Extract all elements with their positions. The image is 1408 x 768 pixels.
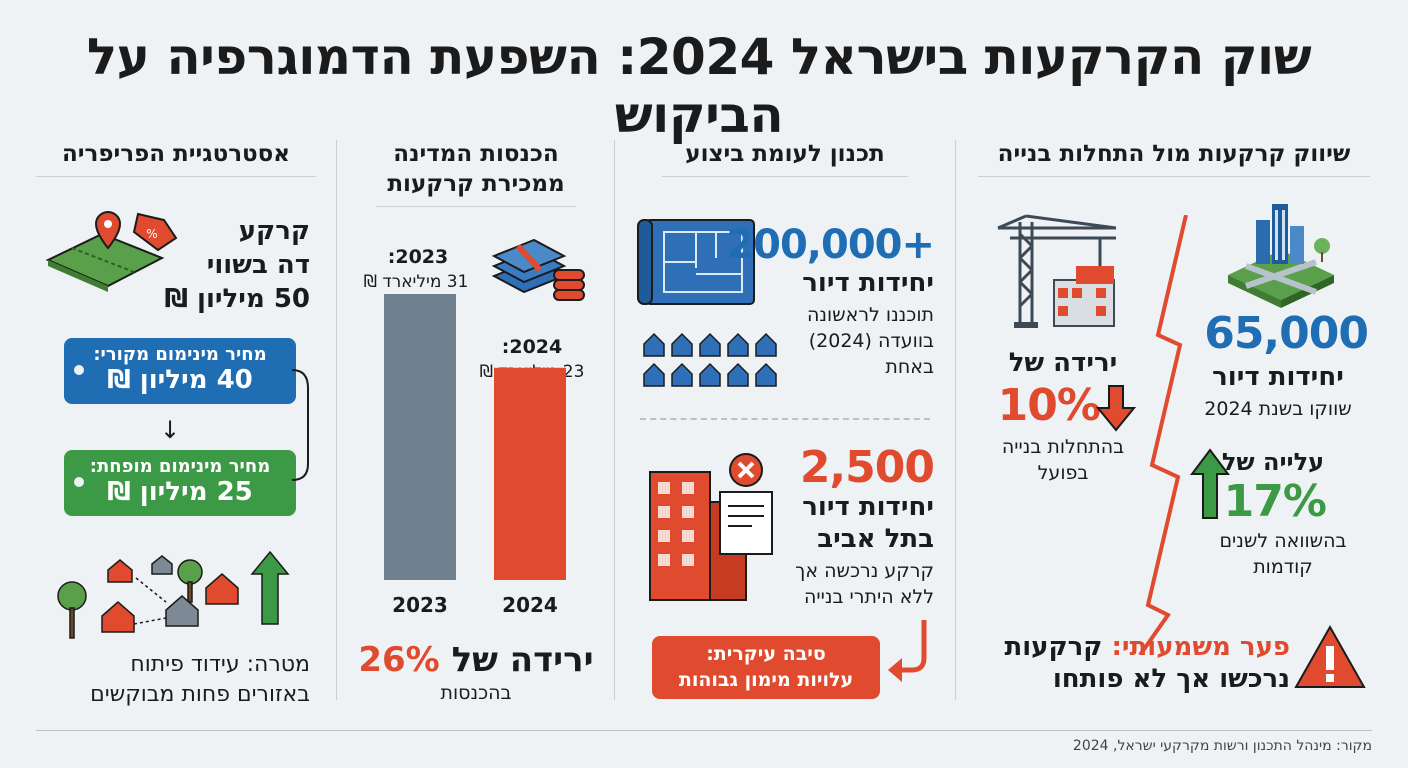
planned-sub-3: באחת (885, 356, 934, 378)
svg-text:%: % (146, 227, 157, 241)
warning-icon (1294, 624, 1366, 688)
reason-text: עלויות מימון גבוהות (678, 668, 854, 691)
tag-string-icon (292, 369, 309, 481)
state-revenue-section: הכנסות המדינה ממכירת קרקעות 2023: 31 מיל… (356, 140, 596, 704)
marketed-units-label: יחידות דיור (1212, 362, 1344, 392)
land-vs-construction-section: שיווק קרקעות מול התחלות בנייה 65,000 יחי… (978, 140, 1370, 700)
rise-sub-1: בהשוואה לשנים (1219, 530, 1347, 552)
column-divider (614, 140, 615, 700)
gap-title: פער משמעותי: (1111, 632, 1290, 662)
label-2024-year: 2024: (501, 336, 563, 358)
land-line-3: 50 מיליון ₪ (164, 284, 310, 314)
money-stack-icon (491, 238, 585, 301)
column-divider (336, 140, 337, 700)
tag-hole (74, 365, 84, 375)
planning-vs-execution-section: תכנון לעומת ביצוע 200,000+ יחידות דיור ת… (636, 140, 935, 700)
tlv-sub-2: ללא היתרי בנייה (803, 586, 934, 608)
bar-2023 (384, 294, 456, 580)
label-2023-value: 31 מיליארד ₪ (363, 272, 469, 292)
x-tick-label-2024: 2024 (502, 593, 558, 617)
crack-divider-icon (1138, 215, 1188, 655)
tlv-units-label-1: יחידות דיור (802, 492, 934, 522)
rise-percent: 17% (1223, 476, 1327, 527)
rise-sub-2: קודמות (1253, 556, 1313, 578)
reason-title: סיבה עיקרית: (706, 643, 826, 665)
goal-line-2: באזורים פחות מבוקשים (90, 682, 310, 707)
section-heading: הכנסות המדינה ממכירת קרקעות (376, 140, 576, 207)
section-heading: שיווק קרקעות מול התחלות בנייה (978, 140, 1370, 177)
footer-divider (36, 730, 1372, 731)
down-arrow-icon: ↓ (159, 416, 181, 444)
main-reason-box: סיבה עיקרית: עלויות מימון גבוהות (652, 636, 880, 700)
tag-hole (74, 477, 84, 487)
tlv-units-value: 2,500 (799, 442, 935, 493)
planned-units-value: 200,000+ (726, 222, 935, 268)
label-2023-year: 2023: (387, 246, 449, 268)
drop-label: ירידה של (1008, 348, 1118, 378)
source-note: מקור: מינהל התכנון ורשות מקרקעי ישראל, 2… (1072, 738, 1372, 754)
revenue-drop-sub: בהכנסות (440, 682, 512, 704)
drop-percent: 10% (997, 380, 1101, 431)
revenue-bar-chart: 2023 2024 (384, 294, 566, 617)
planned-units-number: 200,000+ (726, 222, 935, 268)
reduced-price-value: 25 מיליון ₪ (107, 477, 253, 507)
curved-arrow-icon (888, 620, 927, 682)
houses-grid-icon (643, 332, 777, 387)
dashed-divider (640, 418, 930, 420)
revenue-drop-text: ירידה של (451, 640, 594, 680)
gap-line-2: נרכשו אך לא פותחו (1052, 664, 1290, 694)
land-line-2: דה בשווי (206, 250, 310, 280)
gap-line-1: פער משמעותי: קרקעות (978, 632, 1290, 662)
drop-sub-2: בפועל (1037, 462, 1089, 484)
section-heading: תכנון לעומת ביצוע (662, 140, 908, 177)
page-title: שוק הקרקעות בישראל 2024: השפעת הדמוגרפיה… (86, 28, 1312, 144)
planned-sub-2: בוועדה (2024) (808, 330, 934, 352)
down-arrow-icon (1096, 385, 1136, 432)
drop-sub-1: בהתחלות בנייה (1001, 436, 1125, 458)
original-price-value: 40 מיליון ₪ (107, 365, 253, 395)
land-line-1: קרקע (238, 216, 310, 246)
land-plot-icon: % (45, 210, 178, 292)
revenue-drop-line: ירידה של 26% (356, 640, 596, 680)
reduced-price-title: מחיר מינימום מופחת: (89, 456, 271, 477)
x-tick-label-2023: 2023 (392, 593, 448, 617)
marketed-units-value: 65,000 (1204, 308, 1369, 359)
reduced-price-tag: מחיר מינימום מופחת: 25 מיליון ₪ (64, 450, 296, 516)
tlv-units-label-2: בתל אביב (817, 524, 934, 554)
gap-text-1: קרקעות (1004, 632, 1103, 662)
blocked-building-icon (649, 453, 773, 601)
marketed-units-sub: שווקו בשנת 2024 (1204, 398, 1352, 420)
section-heading-2: ממכירת קרקעות (387, 170, 565, 197)
bar-2024 (494, 367, 566, 580)
up-arrow-icon (1190, 448, 1230, 519)
blueprint-icon (637, 219, 755, 305)
section-heading: אסטרטגיית הפריפריה (36, 140, 316, 177)
original-price-title: מחיר מינימום מקורי: (93, 344, 267, 365)
rise-label: עלייה של (1221, 448, 1325, 476)
goal-line-1: מטרה: עידוד פיתוח (130, 652, 310, 677)
village-houses-icon (57, 550, 290, 639)
planned-units-label: יחידות דיור (802, 268, 934, 298)
section-heading-1: הכנסות המדינה (393, 141, 559, 167)
city-block-icon (1228, 204, 1334, 308)
original-price-tag: מחיר מינימום מקורי: 40 מיליון ₪ (64, 338, 296, 404)
revenue-drop-percent: 26% (358, 640, 440, 680)
periphery-strategy-section: אסטרטגיית הפריפריה % קרקע דה בשווי 50 מי… (36, 140, 316, 707)
construction-crane-icon (997, 214, 1117, 328)
tlv-sub-1: קרקע נרכשה אך (795, 560, 934, 582)
column-divider (955, 140, 956, 700)
planned-sub-1: תוכננו לראשונה (806, 304, 934, 326)
